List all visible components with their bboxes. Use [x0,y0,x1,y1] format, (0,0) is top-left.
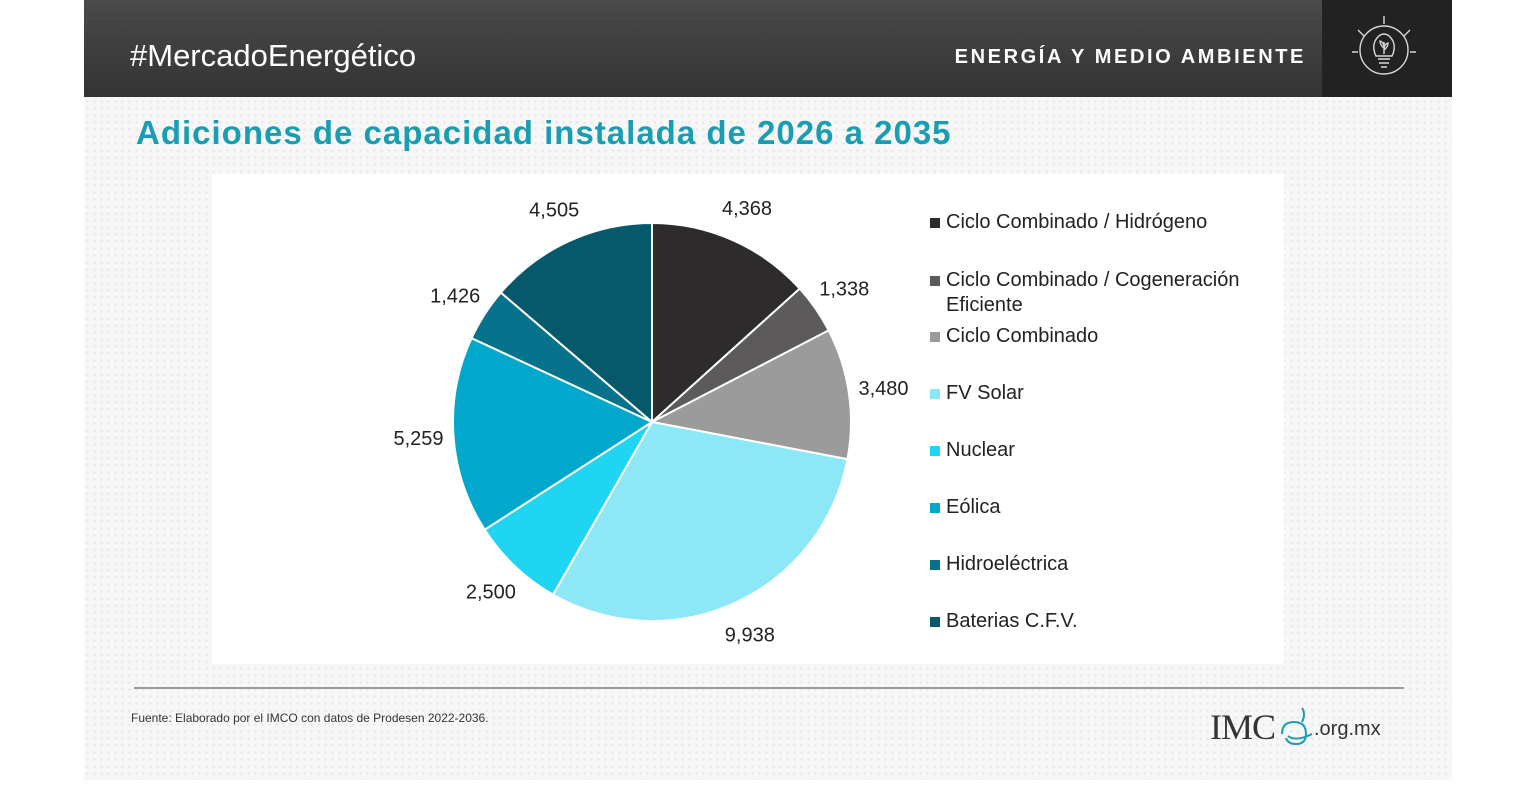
legend-swatch [930,446,940,456]
data-label: 4,368 [722,198,772,220]
data-label: 1,426 [430,285,480,307]
pie-chart: 4,368 1,338 3,480 9,938 2,500 5,259 1,426 4,505 [394,198,909,647]
logo-domain: .org.mx [1314,718,1381,740]
chart-title: Adiciones de capacidad instalada de 2026… [136,114,952,151]
legend-label: Ciclo Combinado / Hidrógeno [946,211,1208,233]
data-label: 3,480 [859,378,909,400]
legend-swatch [930,276,940,286]
legend-label: Hidroeléctrica [946,553,1069,575]
pie-slice[interactable] [452,336,655,532]
legend-label: Nuclear [946,439,1015,461]
slide: #MercadoEnergético ENERGÍA Y MEDIO AMBIE… [84,0,1452,780]
section-title: ENERGÍA Y MEDIO AMBIENTE [954,46,1306,68]
legend-label: Eólica [946,496,1001,518]
imco-logo[interactable]: IMC .org.mx [1210,704,1410,750]
data-label: 2,500 [466,582,516,604]
source-note: Fuente: Elaborado por el IMCO con datos … [131,711,489,725]
legend-label: FV Solar [946,382,1024,404]
legend-label: Baterias C.F.V. [946,610,1078,632]
chart-panel: 4,368 1,338 3,480 9,938 2,500 5,259 1,426 4,505… [212,174,1284,664]
logo-swirl-icon [1281,707,1313,746]
legend-swatch [930,389,940,399]
legend-label: Ciclo Combinado / Cogeneración Eficiente [946,269,1240,316]
legend-label: Ciclo Combinado [946,325,1099,347]
header-bar: #MercadoEnergético ENERGÍA Y MEDIO AMBIE… [84,0,1452,97]
footer-divider [134,687,1404,689]
logo-text: IMC [1210,707,1276,747]
data-label: 9,938 [725,625,775,647]
pie-slice[interactable] [651,221,802,425]
hashtag-title: #MercadoEnergético [130,38,417,73]
pie-slice[interactable] [551,420,849,623]
data-label: 1,338 [819,279,869,301]
data-label: 5,259 [394,428,444,450]
legend-swatch [930,218,940,228]
legend-swatch [930,617,940,627]
pie-slice[interactable] [483,421,653,597]
pie-slice[interactable] [648,329,852,461]
pie-slice[interactable] [499,221,653,425]
header-icon-box [1322,0,1452,97]
data-label: 4,505 [529,199,579,221]
legend-swatch [930,560,940,570]
lightbulb-leaf-icon [1352,16,1416,75]
legend-swatch [930,503,940,513]
legend-swatch [930,332,940,342]
